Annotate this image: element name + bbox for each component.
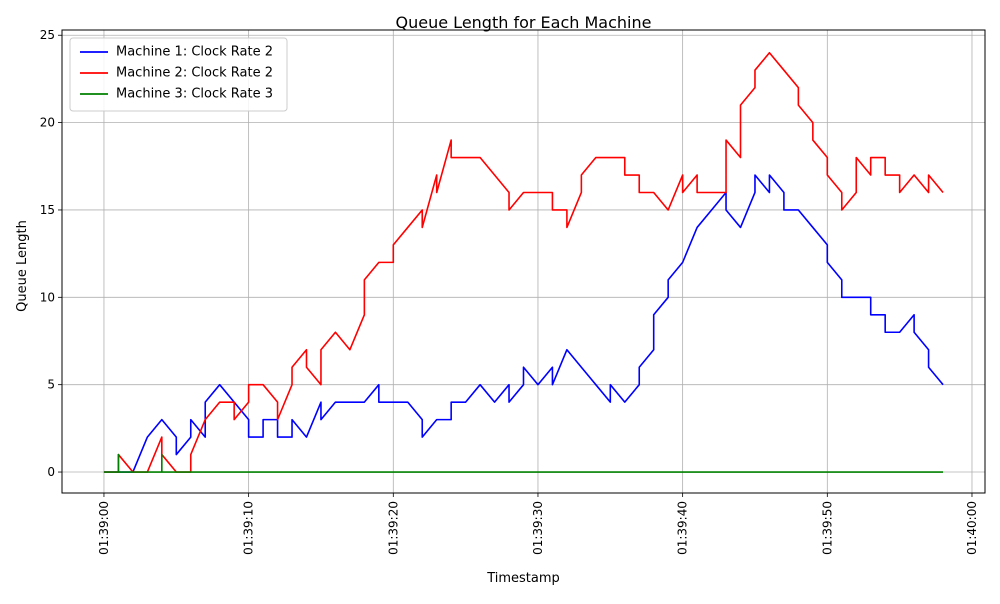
y-tick-label: 0	[47, 465, 55, 479]
y-tick-label: 5	[47, 378, 55, 392]
x-tick-label: 01:39:10	[242, 501, 256, 555]
x-tick-label: 01:40:00	[965, 501, 979, 555]
axis-ticks: 01:39:00 01:39:10 01:39:20 01:39:30 01:39:40…	[40, 28, 979, 555]
legend: Machine 1: Clock Rate 2 Machine 2: Clock …	[69, 37, 288, 112]
series-lines	[103, 51, 944, 473]
x-axis-label: Timestamp	[486, 571, 560, 586]
series-line-3	[103, 453, 944, 473]
legend-label-1: Machine 1: Clock Rate 2	[116, 45, 273, 60]
x-tick-label: 01:39:50	[820, 501, 834, 555]
y-tick-label: 25	[40, 28, 55, 42]
legend-label-3: Machine 3: Clock Rate 3	[116, 87, 273, 102]
y-tick-label: 15	[40, 203, 55, 217]
y-tick-label: 20	[40, 116, 55, 130]
chart-title: Queue Length for Each Machine	[396, 13, 652, 32]
series-line-2	[103, 51, 944, 473]
legend-box	[69, 37, 288, 112]
plot-frame	[61, 29, 986, 494]
series-line-1	[103, 174, 944, 473]
y-tick-label: 10	[40, 290, 55, 304]
x-tick-label: 01:39:00	[97, 501, 111, 555]
x-tick-label: 01:39:20	[386, 501, 400, 555]
x-tick-label: 01:39:30	[531, 501, 545, 555]
y-axis-label: Queue Length	[15, 220, 30, 312]
x-tick-label: 01:39:40	[676, 501, 690, 555]
legend-label-2: Machine 2: Clock Rate 2	[116, 66, 273, 81]
